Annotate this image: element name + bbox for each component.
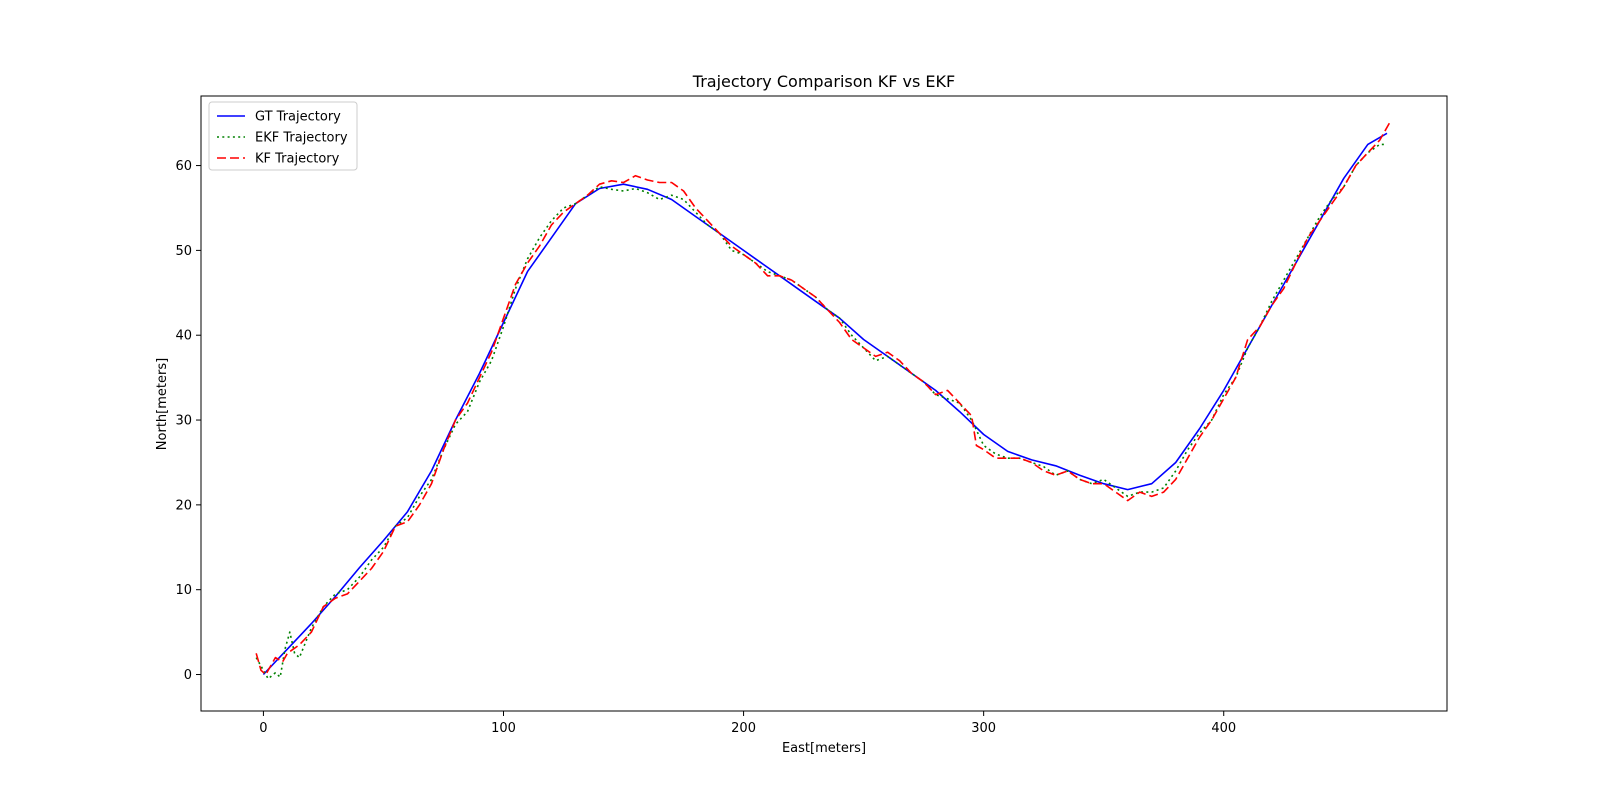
y-tick-label: 10: [175, 583, 192, 598]
legend-label: GT Trajectory: [255, 110, 341, 125]
y-axis-label: North[meters]: [155, 358, 170, 450]
x-tick-label: 400: [1211, 721, 1236, 736]
series-layer: [255, 122, 1391, 680]
plot-frame: [200, 95, 1448, 712]
x-tick-label: 300: [971, 721, 996, 736]
legend-label: KF Trajectory: [255, 152, 340, 167]
y-tick-label: 40: [175, 329, 192, 344]
y-axis: 0 10 20 30 40 50 60: [175, 159, 201, 683]
y-tick-label: 0: [184, 668, 192, 683]
y-tick-label: 20: [175, 498, 192, 513]
x-tick-label: 200: [731, 721, 756, 736]
x-tick-label: 0: [259, 721, 267, 736]
legend-label: EKF Trajectory: [255, 131, 348, 146]
y-tick-label: 50: [175, 244, 192, 259]
series-line-1: [262, 132, 1388, 676]
x-axis-label: East[meters]: [782, 741, 866, 756]
series-line-3: [255, 122, 1391, 676]
y-tick-label: 60: [175, 159, 192, 174]
legend: GT Trajectory EKF Trajectory KF Trajectory: [208, 101, 358, 171]
y-tick-label: 30: [175, 414, 192, 429]
x-tick-label: 100: [491, 721, 516, 736]
x-axis: 0 100 200 300 400: [259, 711, 1236, 736]
chart-title: Trajectory Comparison KF vs EKF: [692, 72, 955, 91]
legend-box: [208, 101, 358, 171]
